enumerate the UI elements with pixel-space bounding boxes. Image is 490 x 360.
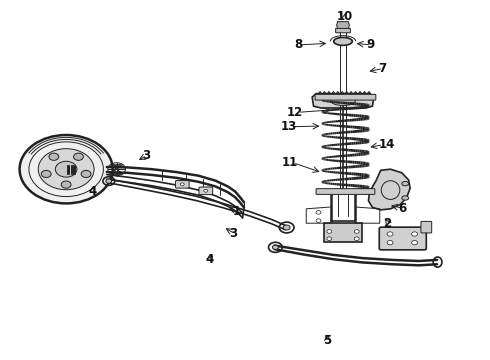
Circle shape bbox=[354, 230, 359, 233]
Text: 4: 4 bbox=[88, 185, 96, 198]
Polygon shape bbox=[337, 22, 349, 29]
Circle shape bbox=[272, 245, 278, 249]
Circle shape bbox=[316, 219, 321, 222]
Circle shape bbox=[327, 230, 332, 233]
Text: 1: 1 bbox=[233, 205, 241, 218]
FancyBboxPatch shape bbox=[175, 180, 189, 188]
Text: 9: 9 bbox=[367, 39, 375, 51]
Circle shape bbox=[387, 240, 393, 245]
FancyBboxPatch shape bbox=[199, 187, 213, 194]
Text: 3: 3 bbox=[142, 149, 150, 162]
Polygon shape bbox=[312, 94, 374, 108]
Circle shape bbox=[354, 237, 359, 240]
Circle shape bbox=[38, 149, 94, 190]
Text: 8: 8 bbox=[294, 39, 303, 51]
Text: 2: 2 bbox=[383, 217, 392, 230]
Text: 10: 10 bbox=[337, 10, 353, 23]
Ellipse shape bbox=[402, 196, 409, 200]
Text: 4: 4 bbox=[206, 253, 214, 266]
FancyBboxPatch shape bbox=[316, 189, 375, 194]
Circle shape bbox=[41, 170, 51, 177]
Circle shape bbox=[61, 181, 71, 188]
Text: 11: 11 bbox=[282, 156, 298, 169]
Text: 3: 3 bbox=[229, 227, 238, 240]
Ellipse shape bbox=[331, 96, 355, 105]
Polygon shape bbox=[368, 169, 410, 210]
FancyBboxPatch shape bbox=[315, 94, 376, 100]
Circle shape bbox=[283, 225, 290, 230]
Circle shape bbox=[20, 135, 113, 203]
Text: 14: 14 bbox=[378, 138, 394, 151]
Circle shape bbox=[327, 237, 332, 240]
Circle shape bbox=[412, 240, 417, 245]
Circle shape bbox=[204, 189, 208, 192]
Circle shape bbox=[74, 153, 83, 160]
FancyBboxPatch shape bbox=[336, 28, 350, 33]
Text: 5: 5 bbox=[323, 334, 331, 347]
Circle shape bbox=[81, 170, 91, 177]
FancyBboxPatch shape bbox=[421, 221, 432, 233]
Ellipse shape bbox=[402, 181, 409, 186]
Circle shape bbox=[106, 179, 112, 183]
Text: 6: 6 bbox=[398, 202, 406, 215]
Text: 13: 13 bbox=[280, 120, 296, 133]
Bar bbox=[324, 223, 362, 242]
Circle shape bbox=[55, 161, 77, 177]
Text: 7: 7 bbox=[378, 62, 387, 75]
Text: 12: 12 bbox=[287, 106, 303, 119]
Circle shape bbox=[49, 153, 59, 160]
Circle shape bbox=[387, 232, 393, 236]
Circle shape bbox=[316, 211, 321, 214]
Circle shape bbox=[412, 232, 417, 236]
Ellipse shape bbox=[334, 37, 352, 45]
Circle shape bbox=[180, 183, 184, 186]
FancyBboxPatch shape bbox=[379, 227, 426, 250]
